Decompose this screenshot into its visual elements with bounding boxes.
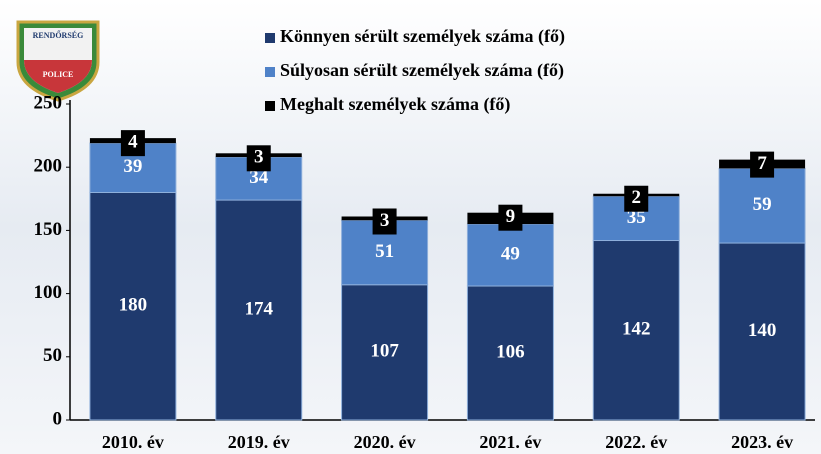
data-label-box: [372, 208, 397, 235]
x-tick-label: 2019. év: [228, 432, 290, 452]
data-label-box: [750, 151, 775, 178]
bar-segment: [215, 199, 303, 421]
data-label: 140: [748, 320, 777, 341]
x-tick-label: 2022. év: [605, 432, 667, 452]
legend: Könnyen sérült személyek száma (fő) Súlyo…: [265, 26, 565, 115]
logo: RENDŐRSÉG POLICE: [16, 20, 100, 102]
y-tick-label: 200: [34, 156, 63, 177]
bar-segment: [718, 242, 806, 421]
y-tick-label: 150: [34, 219, 63, 240]
data-label: 51: [375, 241, 394, 262]
data-label: 3: [254, 147, 264, 168]
data-label: 35: [627, 207, 646, 228]
x-tick-label: 2020. év: [354, 432, 416, 452]
bar-segment: [341, 284, 429, 421]
bar-segment: [466, 285, 554, 421]
data-label: 174: [245, 298, 274, 319]
logo-bottom: POLICE: [43, 70, 74, 79]
x-tick-label: 2021. év: [479, 432, 541, 452]
data-label: 49: [501, 243, 520, 264]
y-tick-label: 100: [34, 282, 63, 303]
data-label: 142: [622, 319, 651, 340]
data-label-box: [120, 130, 145, 157]
data-label: 106: [496, 341, 525, 362]
data-label: 9: [506, 206, 516, 227]
legend-swatch: [265, 67, 275, 77]
x-tick-label: 2010. év: [102, 432, 164, 452]
data-label: 180: [119, 295, 148, 316]
data-label: 7: [757, 153, 767, 174]
legend-swatch: [265, 101, 275, 111]
data-label: 3: [380, 210, 390, 231]
legend-label: Meghalt személyek száma (fő): [280, 94, 510, 115]
logo-top: RENDŐRSÉG: [33, 30, 84, 40]
data-label: 107: [370, 341, 399, 362]
legend-label: Könnyen sérült személyek száma (fő): [280, 26, 565, 47]
data-label-box: [246, 145, 271, 172]
data-label: 34: [249, 167, 269, 188]
data-label: 39: [123, 156, 142, 177]
data-label-box: [498, 204, 523, 231]
legend-label: Súlyosan sérült személyek száma (fő): [280, 60, 564, 81]
y-tick-label: 0: [53, 408, 63, 429]
bar-segment: [718, 167, 806, 244]
bar-segment: [89, 191, 177, 421]
data-label: 59: [753, 194, 772, 215]
y-tick-label: 50: [43, 345, 62, 366]
legend-swatch: [265, 33, 275, 43]
data-label-box: [624, 185, 649, 212]
data-label: 2: [632, 187, 642, 208]
y-tick-label: 250: [34, 92, 63, 113]
x-tick-label: 2023. év: [731, 432, 793, 452]
data-label: 4: [128, 131, 138, 152]
